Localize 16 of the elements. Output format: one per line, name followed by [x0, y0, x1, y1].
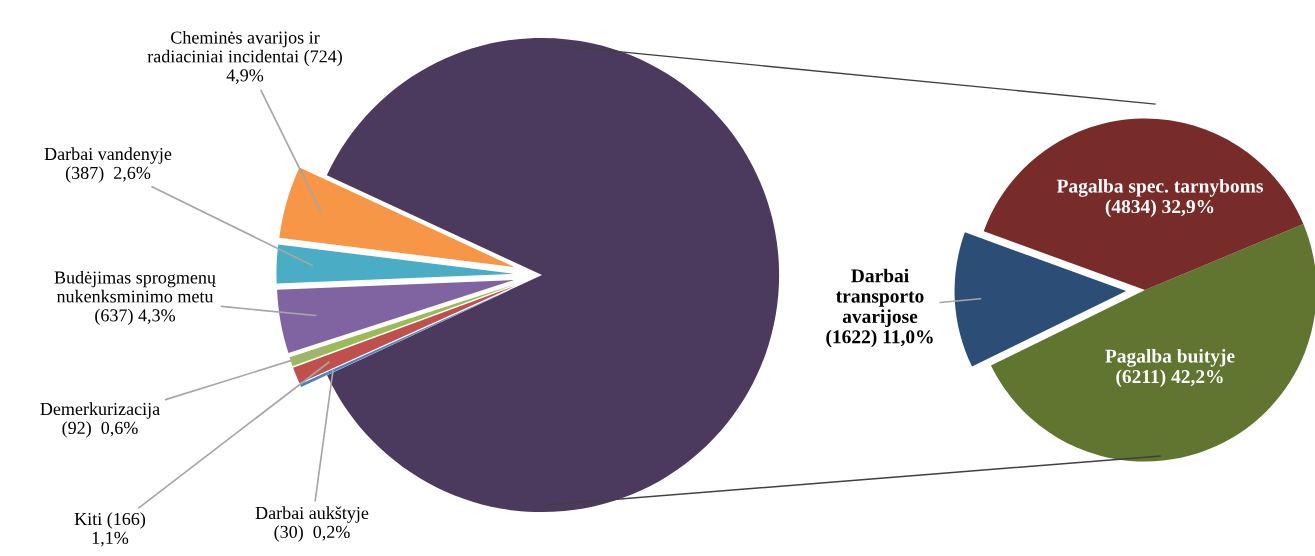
- slice-label: Demerkurizacija: [40, 402, 160, 419]
- slice-label: Darbai vandenyje: [44, 147, 172, 164]
- slice-label: Budėjimas sprogmenų nukenksminimo metu: [54, 270, 216, 303]
- slice-label: Cheminės avarijos ir radiaciniai incidentai (724) 4,9%: [147, 30, 342, 84]
- data-label: (30) 0,2%: [274, 525, 350, 542]
- data-label: (387) 2,6%: [65, 166, 151, 183]
- slice-label: Pagalba spec. tarnyboms: [1056, 178, 1263, 197]
- slice-label: Darbai aukštyje: [255, 506, 369, 523]
- slice-label: Kiti (166) 1,1%: [74, 512, 146, 547]
- slice-label: Darbai transporto avarijose: [836, 268, 924, 327]
- slice-label: Pagalba buityje: [1105, 348, 1235, 367]
- data-label: (92) 0,6%: [62, 421, 138, 438]
- data-label: (1622) 11,0%: [826, 329, 933, 348]
- data-label: (637) 4,3%: [95, 308, 175, 326]
- data-label: (4834) 32,9%: [1105, 199, 1214, 218]
- data-label: (6211) 42,2%: [1116, 369, 1223, 388]
